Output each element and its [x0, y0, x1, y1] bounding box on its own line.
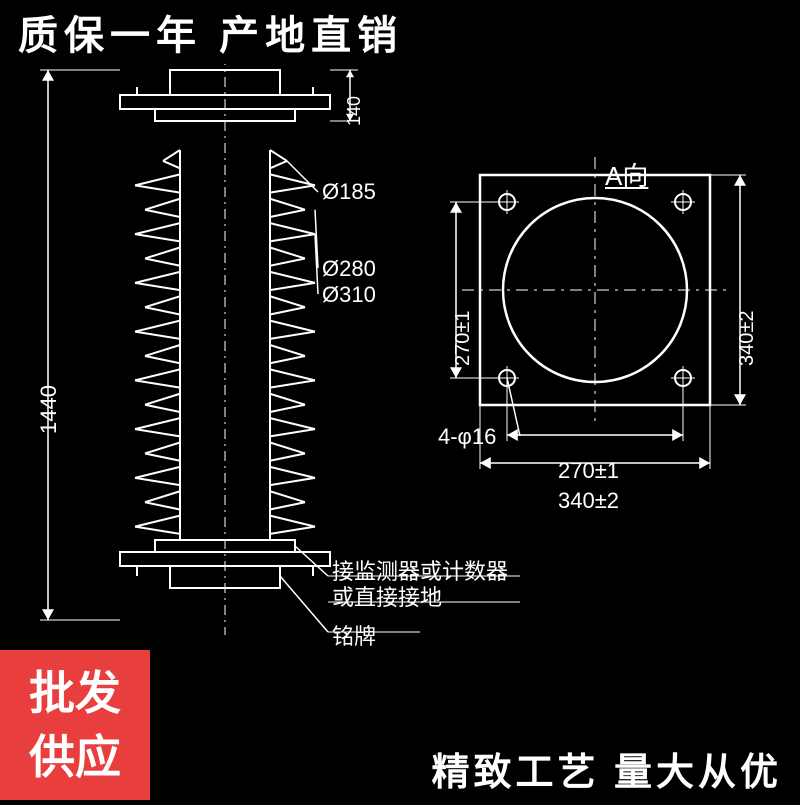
dim-inner-v: 270±1	[452, 311, 475, 366]
label-d185: Ø185	[322, 179, 376, 205]
top-banner: 质保一年 产地直销	[0, 0, 800, 64]
bottom-right-banner: 精致工艺 量大从优	[150, 736, 800, 800]
label-d280: Ø280	[322, 256, 376, 282]
flange-title: A向	[605, 156, 648, 193]
bottom-right-text: 精致工艺 量大从优	[431, 741, 782, 796]
label-d310: Ø310	[322, 282, 376, 308]
dim-top-small: 140	[344, 96, 365, 126]
label-note2: 或直接接地	[332, 580, 442, 612]
dim-outer-v: 340±2	[736, 311, 759, 366]
label-nameplate: 铭牌	[332, 619, 376, 651]
dim-outer-h: 340±2	[558, 488, 619, 514]
badge-line2: 供应	[29, 725, 121, 789]
top-banner-text: 质保一年 产地直销	[18, 3, 403, 61]
dim-height: 1440	[36, 385, 62, 434]
badge-line1: 批发	[29, 661, 121, 725]
bottom-left-badge: 批发 供应	[0, 650, 150, 800]
dim-inner-h: 270±1	[558, 458, 619, 484]
bolt-label: 4-φ16	[438, 424, 496, 450]
